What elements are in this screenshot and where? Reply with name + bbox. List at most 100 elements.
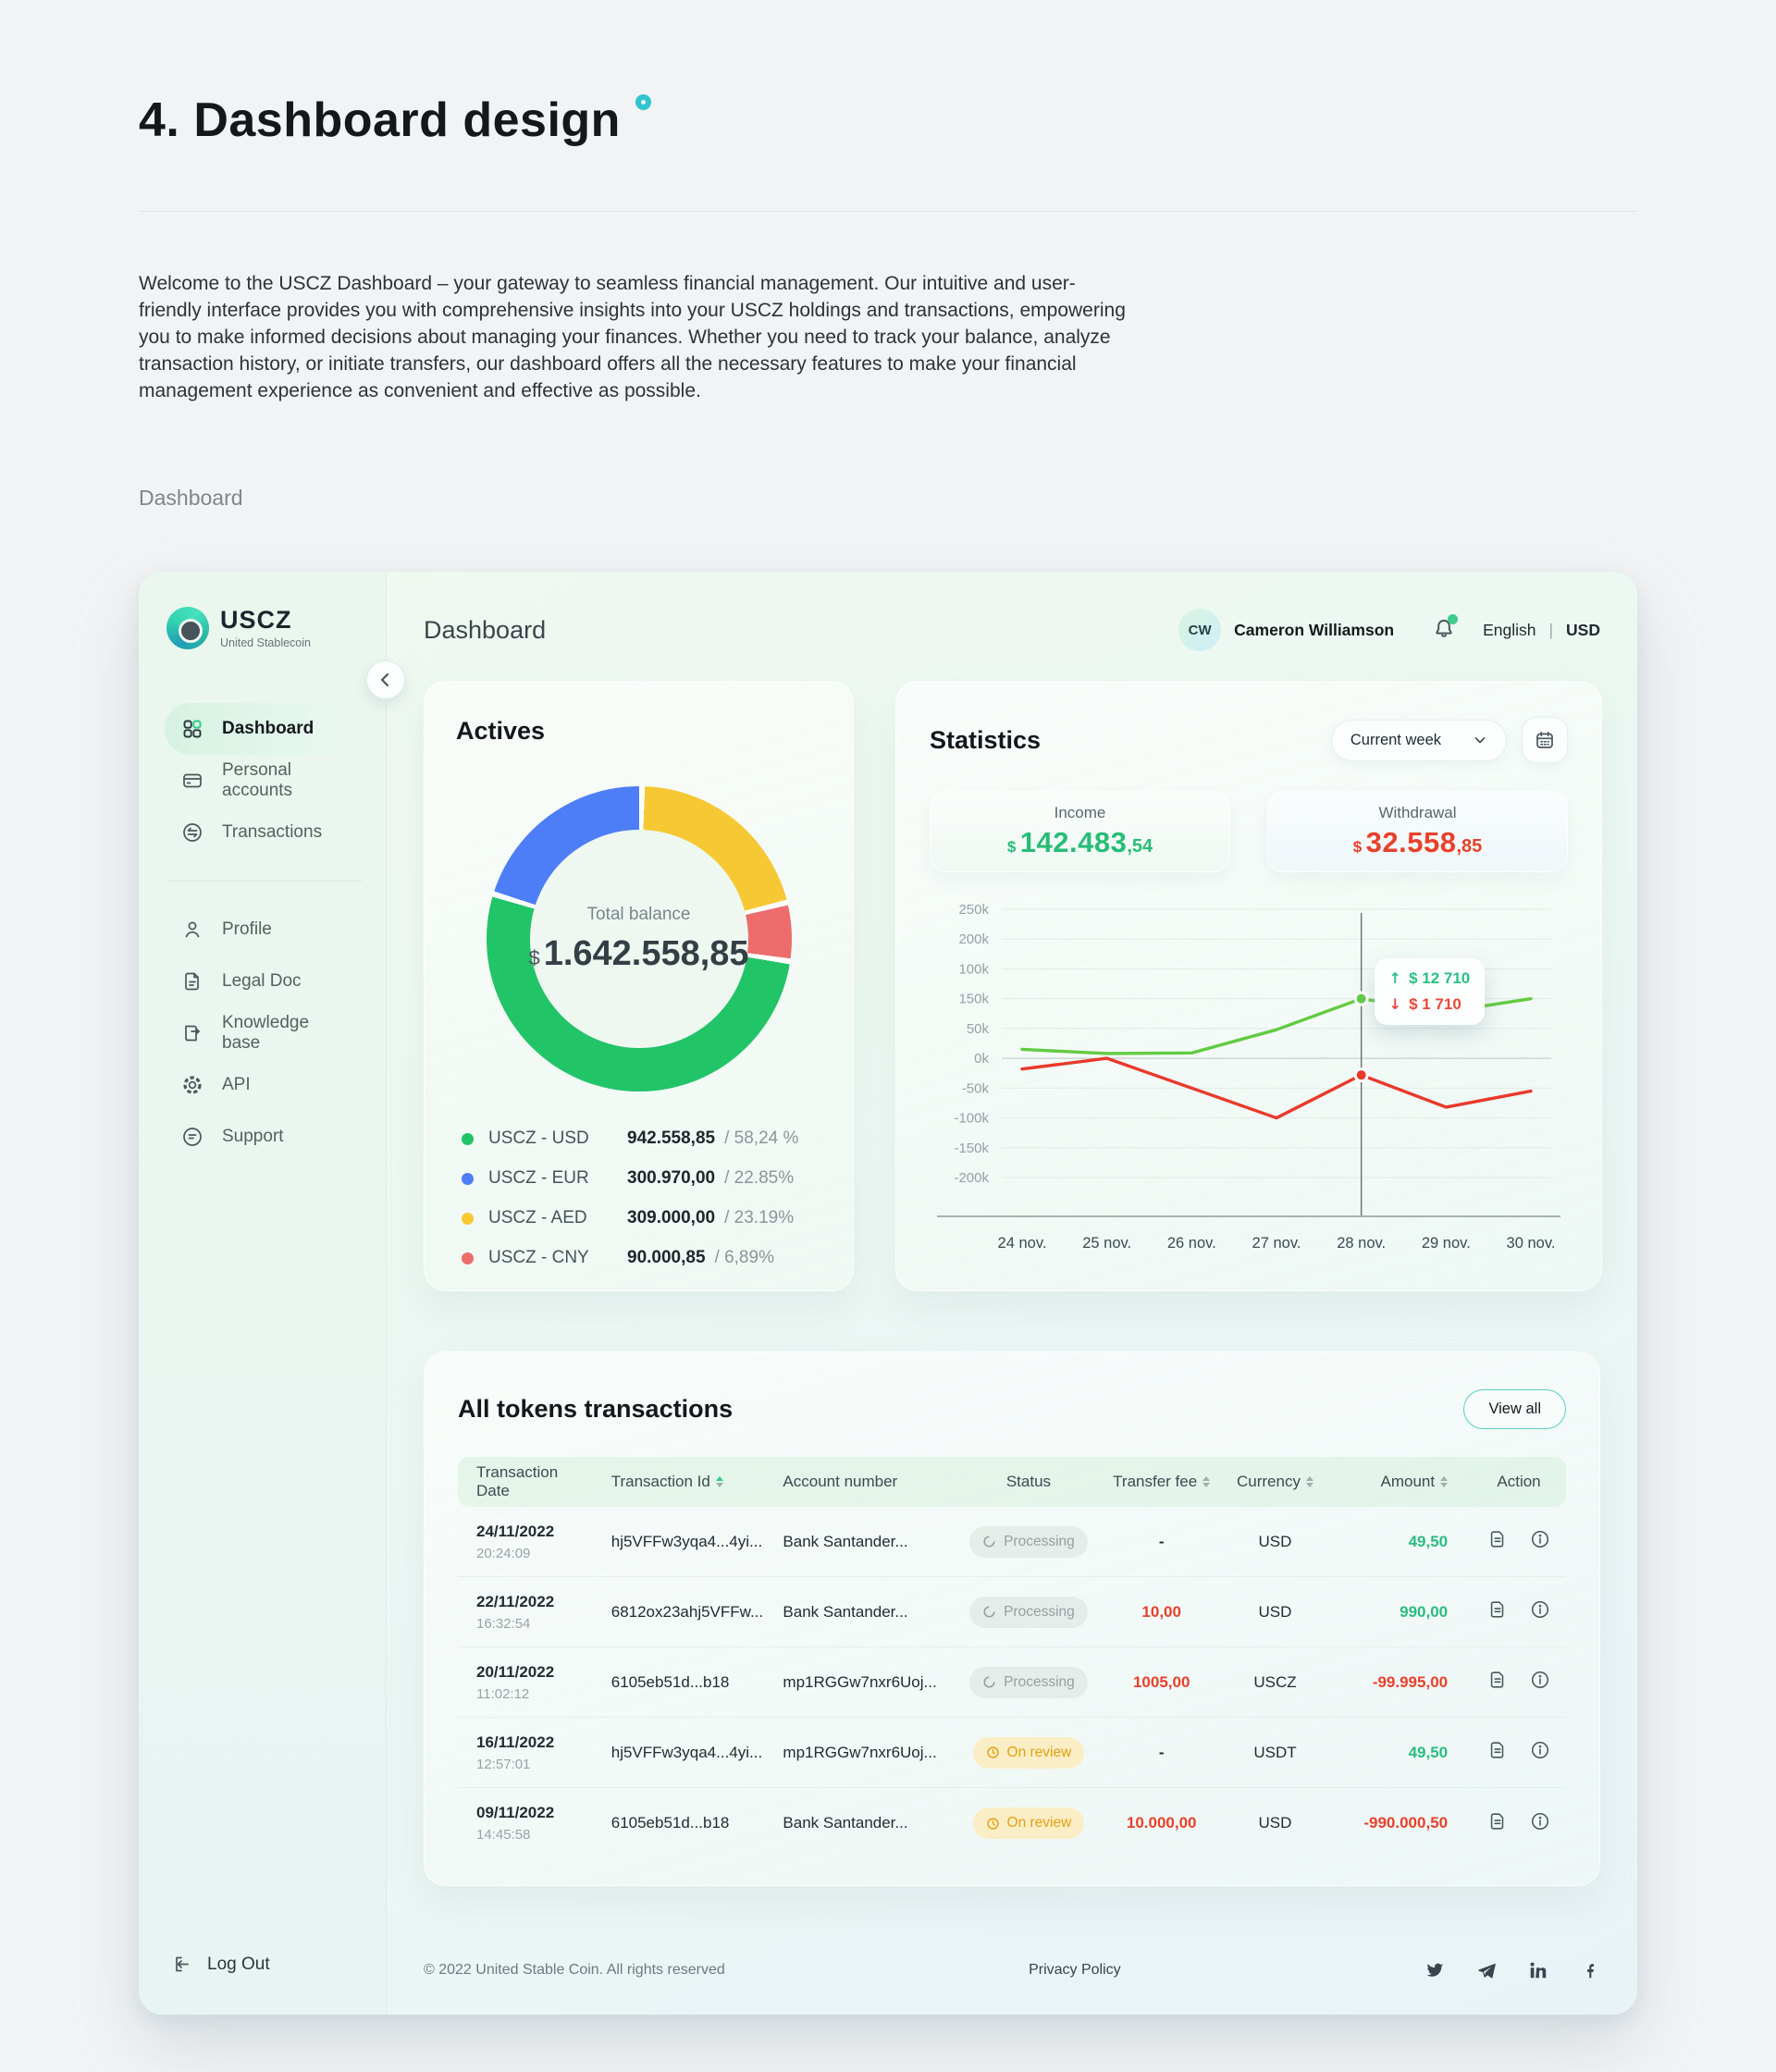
user-name: Cameron Williamson bbox=[1234, 620, 1395, 639]
total-balance-value: $1.642.558,85 bbox=[528, 934, 748, 974]
tx-fee: - bbox=[1158, 1743, 1165, 1761]
avatar[interactable]: CW bbox=[1178, 609, 1222, 651]
logo-tagline: United Stablecoin bbox=[220, 635, 311, 649]
period-dropdown[interactable]: Current week bbox=[1330, 719, 1507, 761]
withdrawal-box: Withdrawal $ 32.558,85 bbox=[1267, 791, 1568, 872]
sort-icon[interactable] bbox=[1305, 1476, 1314, 1487]
sort-icon[interactable] bbox=[1440, 1476, 1449, 1487]
legend-item-eur: USCZ - EUR 300.970,00 / 22.85% bbox=[462, 1168, 821, 1189]
withdrawal-label: Withdrawal bbox=[1378, 804, 1457, 821]
currency-symbol: $ bbox=[1006, 838, 1017, 856]
legend-item-usd: USCZ - USD 942.558,85 / 58,24 % bbox=[462, 1128, 821, 1149]
legend-percent: / 22.85% bbox=[724, 1168, 795, 1188]
legend-amount: 942.558,85 bbox=[627, 1128, 716, 1148]
telegram-icon[interactable] bbox=[1476, 1960, 1497, 1980]
actives-title: Actives bbox=[456, 717, 546, 745]
receipt-icon[interactable] bbox=[1487, 1811, 1508, 1832]
tx-amount: 49,50 bbox=[1408, 1532, 1449, 1550]
table-row[interactable]: 22/11/2022 16:32:54 6812ox23ahj5VFFw... B… bbox=[458, 1577, 1566, 1647]
info-icon[interactable] bbox=[1530, 1811, 1550, 1832]
logout-icon bbox=[176, 1956, 189, 1972]
sidebar-item-support[interactable]: Support bbox=[165, 1111, 364, 1163]
sidebar-item-legal-doc[interactable]: Legal Doc bbox=[165, 956, 364, 1007]
dashboard-grid-icon bbox=[181, 718, 204, 740]
sort-icon[interactable] bbox=[715, 1476, 723, 1487]
legend-label: USCZ - USD bbox=[488, 1128, 589, 1148]
info-icon[interactable] bbox=[1530, 1529, 1550, 1549]
table-row[interactable]: 20/11/2022 11:02:12 6105eb51d...b18 mp1RG… bbox=[458, 1647, 1566, 1718]
receipt-icon[interactable] bbox=[1487, 1599, 1508, 1620]
col-transaction-date[interactable]: Transaction Date bbox=[476, 1463, 559, 1499]
receipt-icon[interactable] bbox=[1487, 1670, 1508, 1690]
sidebar-item-transactions[interactable]: Transactions bbox=[165, 807, 364, 858]
tx-amount: 49,50 bbox=[1408, 1743, 1449, 1761]
sidebar-item-api[interactable]: API bbox=[165, 1059, 364, 1111]
col-status[interactable]: Status bbox=[1005, 1473, 1052, 1490]
legend-label: USCZ - AED bbox=[488, 1208, 587, 1227]
svg-text:0k: 0k bbox=[974, 1051, 989, 1067]
svg-text:100k: 100k bbox=[958, 961, 989, 977]
sidebar-collapse-button[interactable] bbox=[366, 660, 405, 699]
transfer-arrows-icon bbox=[181, 821, 204, 844]
twitter-icon[interactable] bbox=[1424, 1960, 1445, 1980]
legend-amount: 90.000,85 bbox=[627, 1248, 706, 1267]
statistics-card: Statistics Current week bbox=[895, 681, 1602, 1291]
language-selector[interactable]: English bbox=[1483, 620, 1536, 639]
tx-currency: USCZ bbox=[1253, 1672, 1297, 1691]
facebook-icon[interactable] bbox=[1580, 1960, 1600, 1980]
tx-amount: -990.000,50 bbox=[1363, 1814, 1449, 1832]
document-icon bbox=[181, 970, 204, 993]
sidebar-item-dashboard[interactable]: Dashboard bbox=[165, 703, 364, 755]
income-label: Income bbox=[1054, 804, 1106, 821]
info-icon[interactable] bbox=[1530, 1670, 1550, 1690]
privacy-policy-link[interactable]: Privacy Policy bbox=[1029, 1962, 1121, 1978]
notifications-bell-icon[interactable] bbox=[1431, 614, 1459, 644]
svg-text:29 nov.: 29 nov. bbox=[1422, 1235, 1471, 1252]
info-icon[interactable] bbox=[1530, 1599, 1550, 1620]
tx-account: Bank Santander... bbox=[783, 1602, 908, 1621]
separator: | bbox=[1548, 620, 1554, 639]
tx-id: hj5VFFw3yqa4...4yi... bbox=[610, 1743, 763, 1761]
table-row[interactable]: 24/11/2022 20:24:09 hj5VFFw3yqa4...4yi...… bbox=[458, 1507, 1566, 1577]
col-account-number[interactable]: Account number bbox=[783, 1473, 898, 1490]
col-transaction-id[interactable]: Transaction Id bbox=[602, 1473, 774, 1491]
svg-text:28 nov.: 28 nov. bbox=[1337, 1235, 1386, 1252]
notification-dot bbox=[1448, 614, 1459, 624]
mock-footer: © 2022 United Stable Coin. All rights re… bbox=[424, 1926, 1600, 2015]
svg-text:-150k: -150k bbox=[954, 1141, 989, 1156]
sidebar-item-profile[interactable]: Profile bbox=[165, 904, 364, 956]
svg-text:27 nov.: 27 nov. bbox=[1252, 1235, 1301, 1252]
arrow-up-icon: ↑ bbox=[1388, 969, 1402, 988]
currency-selector[interactable]: USD bbox=[1566, 620, 1600, 639]
svg-text:-200k: -200k bbox=[954, 1170, 989, 1186]
transactions-card: All tokens transactions View all Transac… bbox=[424, 1351, 1600, 1886]
title-divider bbox=[139, 211, 1637, 212]
receipt-icon[interactable] bbox=[1487, 1740, 1508, 1760]
tx-account: mp1RGGw7nxr6Uoj... bbox=[783, 1743, 937, 1761]
svg-text:24 nov.: 24 nov. bbox=[998, 1235, 1047, 1252]
logout-button[interactable]: Log Out bbox=[165, 1954, 364, 1976]
sort-icon[interactable] bbox=[1202, 1476, 1211, 1487]
col-currency[interactable]: Currency bbox=[1223, 1473, 1328, 1491]
info-icon[interactable] bbox=[1530, 1740, 1550, 1760]
sidebar-item-knowledge-base[interactable]: Knowledge base bbox=[165, 1007, 364, 1059]
table-row[interactable]: 16/11/2022 12:57:01 hj5VFFw3yqa4...4yi...… bbox=[458, 1718, 1566, 1788]
social-links bbox=[1424, 1960, 1600, 1980]
sidebar-item-personal-accounts[interactable]: Personal accounts bbox=[165, 755, 364, 807]
spinner-icon bbox=[983, 1606, 995, 1618]
tx-currency: USD bbox=[1258, 1532, 1292, 1550]
title-ring-icon bbox=[635, 94, 651, 110]
receipt-icon[interactable] bbox=[1487, 1529, 1508, 1549]
donut-legend: USCZ - USD 942.558,85 / 58,24 % USCZ - E… bbox=[456, 1128, 821, 1268]
tx-fee: 10.000,00 bbox=[1126, 1814, 1197, 1832]
legend-percent: / 58,24 % bbox=[724, 1128, 799, 1148]
col-amount[interactable]: Amount bbox=[1327, 1473, 1472, 1491]
dashboard-mockup: USCZ United Stablecoin Dashboard bbox=[139, 572, 1637, 2015]
col-transfer-fee[interactable]: Transfer fee bbox=[1101, 1473, 1223, 1491]
svg-text:150k: 150k bbox=[958, 992, 989, 1007]
calendar-button[interactable] bbox=[1522, 717, 1568, 763]
tx-id: 6812ox23ahj5VFFw... bbox=[610, 1602, 764, 1621]
table-row[interactable]: 09/11/2022 14:45:58 6105eb51d...b18 Bank … bbox=[458, 1788, 1566, 1858]
linkedin-icon[interactable] bbox=[1528, 1960, 1548, 1980]
view-all-button[interactable]: View all bbox=[1463, 1389, 1566, 1429]
